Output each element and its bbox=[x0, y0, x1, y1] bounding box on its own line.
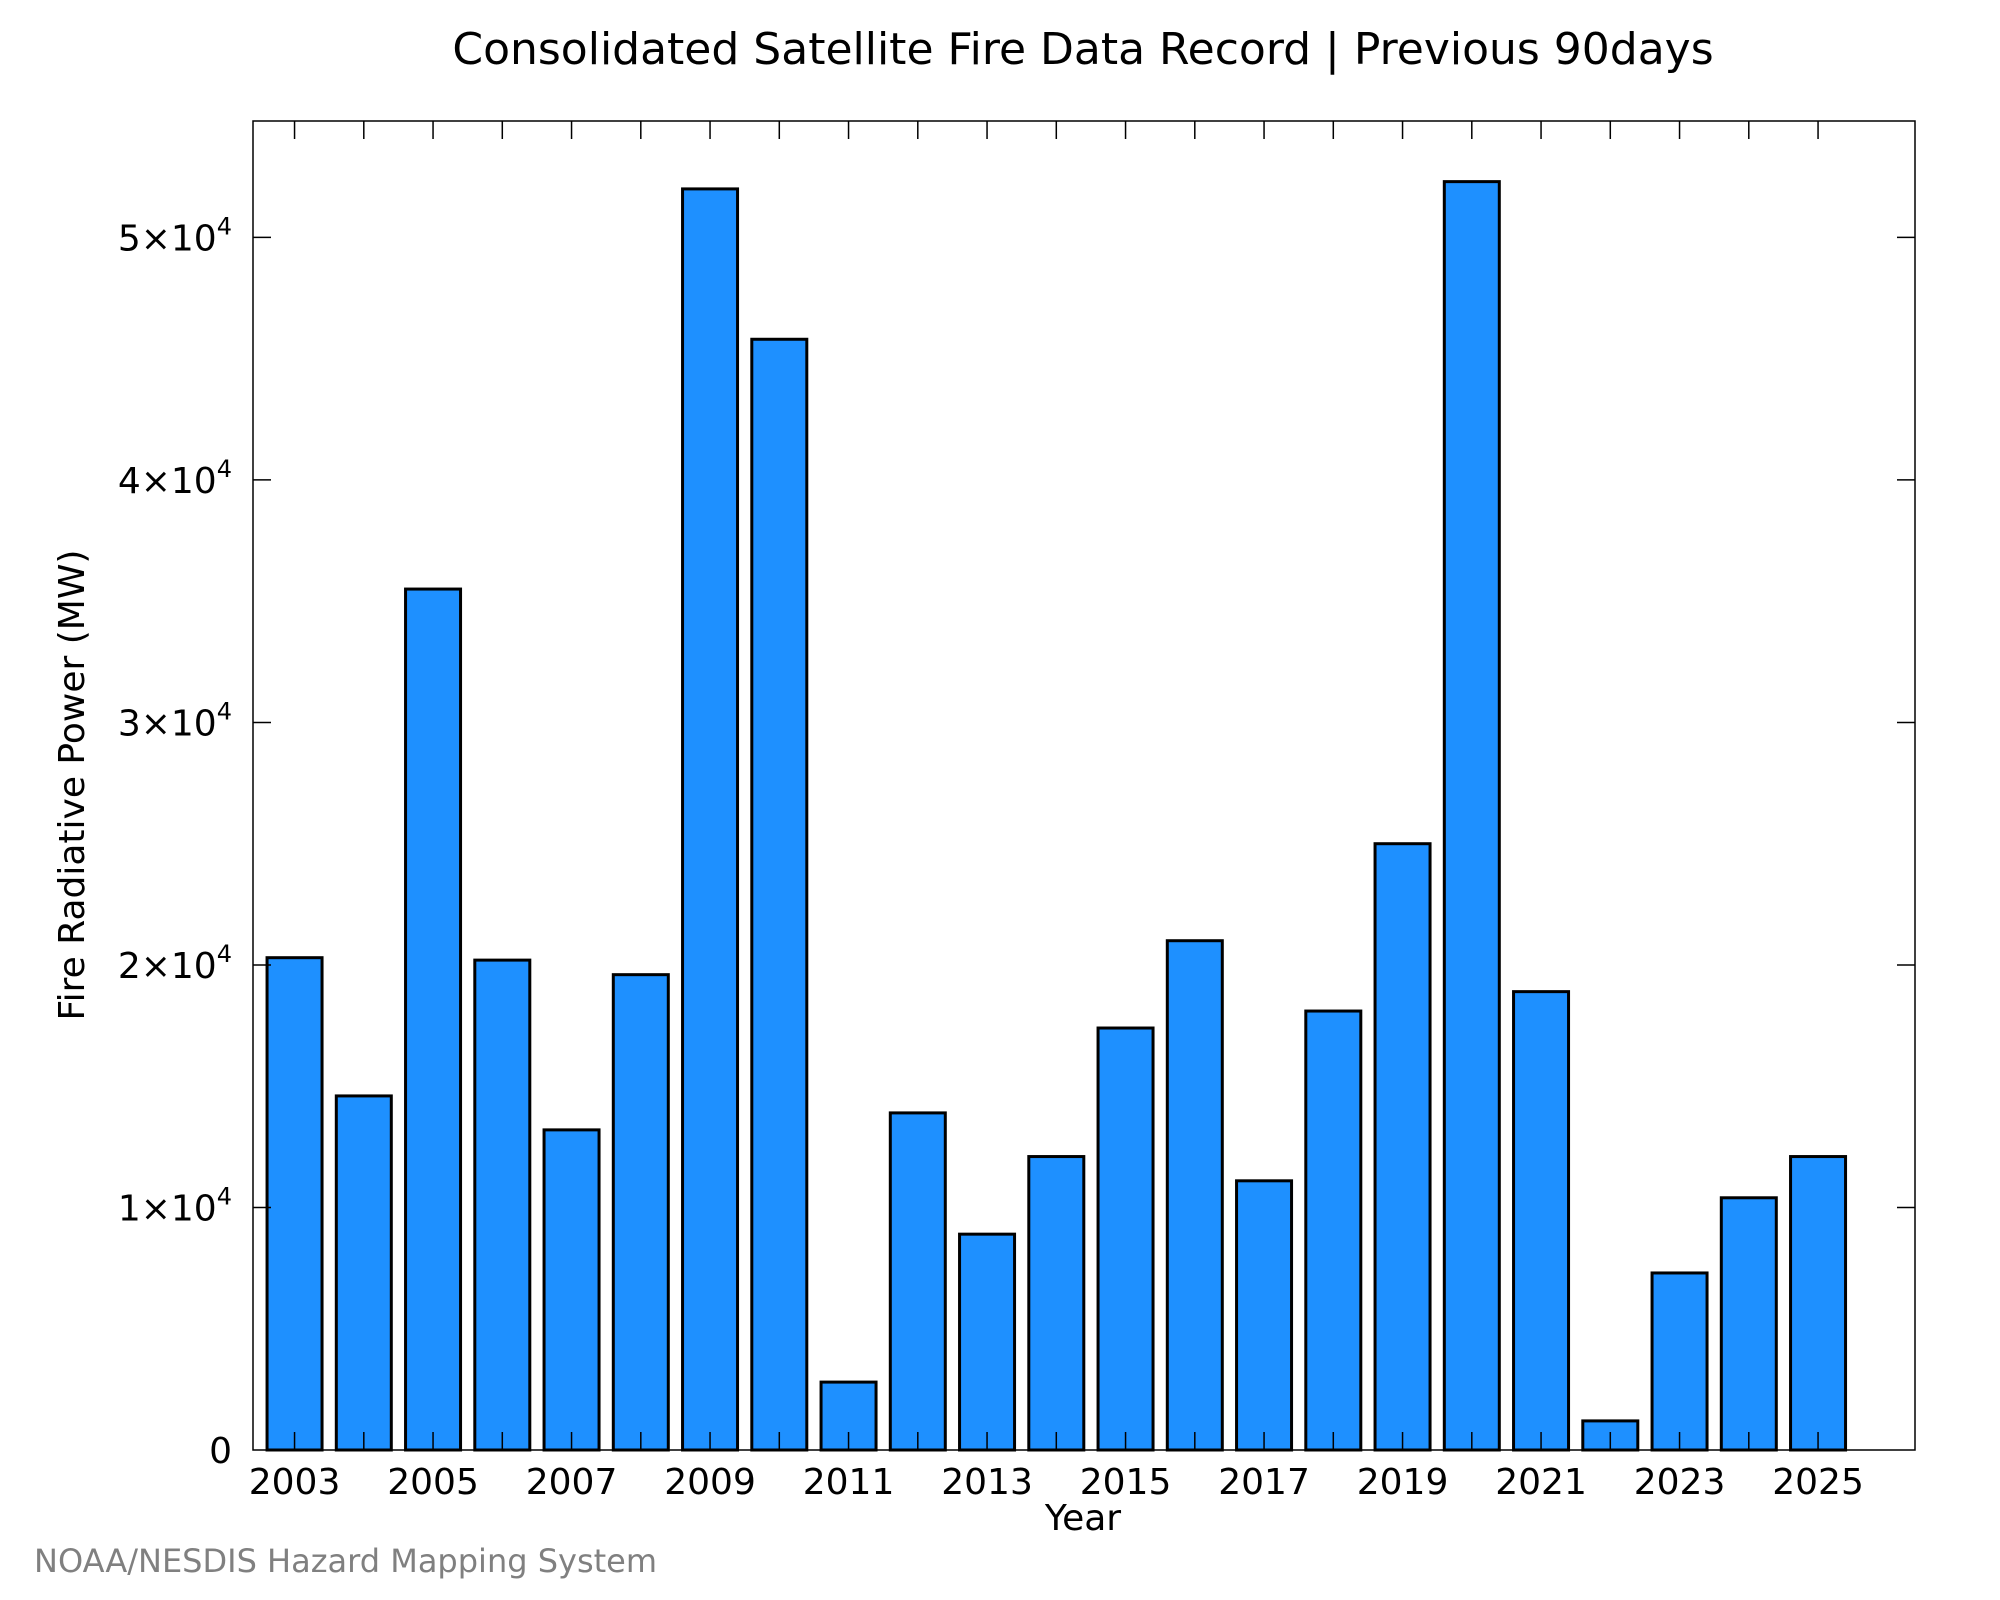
bar-2004 bbox=[334, 1094, 393, 1452]
x-tick-label: 2005 bbox=[387, 1462, 479, 1503]
bar-2013 bbox=[958, 1232, 1017, 1452]
bar-2023 bbox=[1650, 1271, 1709, 1452]
bar-2025 bbox=[1789, 1155, 1848, 1452]
x-tick-label: 2021 bbox=[1495, 1462, 1587, 1503]
y-tick-exponent: 4 bbox=[217, 1182, 232, 1210]
y-tick-mantissa: 1 bbox=[118, 1188, 141, 1229]
bar-2006 bbox=[473, 958, 532, 1452]
x-tick-label: 2013 bbox=[941, 1462, 1033, 1503]
x-tick-label: 2003 bbox=[249, 1462, 341, 1503]
chart-title: Consolidated Satellite Fire Data Record … bbox=[452, 24, 1713, 75]
y-tick-label: 1×104 bbox=[118, 1182, 232, 1229]
x-tick-label: 2025 bbox=[1772, 1462, 1864, 1503]
y-tick-exponent: 4 bbox=[217, 212, 232, 240]
y-axis-ticks: 0 1×104 2×104 3×104 4×104 5×104 bbox=[118, 212, 1915, 1472]
y-tick-mantissa: 4 bbox=[118, 461, 141, 502]
y-tick-mantissa: 3 bbox=[118, 703, 141, 744]
bar-2015 bbox=[1096, 1026, 1155, 1452]
x-tick-label: 2011 bbox=[803, 1462, 895, 1503]
y-tick-mantissa: 5 bbox=[118, 218, 141, 259]
bar-2019 bbox=[1373, 842, 1432, 1452]
x-tick-label: 2019 bbox=[1357, 1462, 1449, 1503]
x-tick-label: 2009 bbox=[664, 1462, 756, 1503]
bars-group bbox=[265, 180, 1848, 1452]
bar-2005 bbox=[404, 587, 463, 1452]
y-axis-label: Fire Radiative Power (MW) bbox=[52, 550, 93, 1021]
credit-text: NOAA/NESDIS Hazard Mapping System bbox=[34, 1542, 657, 1580]
bar-2016 bbox=[1165, 939, 1224, 1452]
bar-2017 bbox=[1235, 1179, 1294, 1452]
bar-2007 bbox=[542, 1128, 601, 1452]
x-tick-label: 2007 bbox=[526, 1462, 618, 1503]
y-tick-label: 3×104 bbox=[118, 697, 232, 744]
y-tick-exponent: 4 bbox=[217, 455, 232, 483]
y-tick-label: 0 bbox=[209, 1431, 232, 1472]
bar-2012 bbox=[888, 1111, 947, 1452]
bar-2024 bbox=[1719, 1196, 1778, 1452]
bar-2009 bbox=[681, 187, 740, 1452]
bar-2020 bbox=[1442, 180, 1501, 1452]
bar-2010 bbox=[750, 337, 809, 1452]
x-tick-label: 2023 bbox=[1634, 1462, 1726, 1503]
bar-2003 bbox=[265, 956, 324, 1452]
bar-2021 bbox=[1512, 990, 1571, 1452]
x-axis-label: Year bbox=[1044, 1498, 1121, 1539]
bar-2008 bbox=[611, 973, 670, 1452]
y-tick-mantissa: 2 bbox=[118, 946, 141, 987]
x-tick-label: 2015 bbox=[1080, 1462, 1172, 1503]
x-axis-ticks: 2003 2005 2007 2009 2011 2013 2015 2017 2019 2021… bbox=[249, 121, 1864, 1503]
y-tick-label: 2×104 bbox=[118, 940, 232, 987]
bar-2018 bbox=[1304, 1009, 1363, 1452]
y-tick-exponent: 4 bbox=[217, 697, 232, 725]
bar-2014 bbox=[1027, 1155, 1086, 1452]
y-tick-label: 4×104 bbox=[118, 455, 232, 502]
x-tick-label: 2017 bbox=[1218, 1462, 1310, 1503]
y-tick-label: 5×104 bbox=[118, 212, 232, 259]
y-tick-exponent: 4 bbox=[217, 940, 232, 968]
